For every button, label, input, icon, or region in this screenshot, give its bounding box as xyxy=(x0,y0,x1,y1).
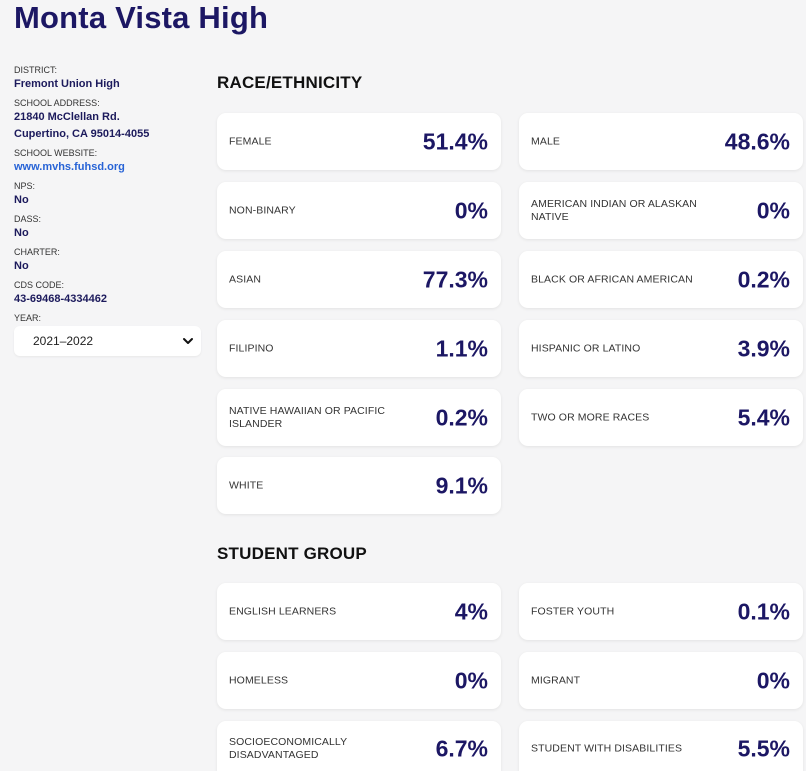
stat-label: NATIVE HAWAIIAN OR PACIFIC ISLANDER xyxy=(229,404,386,430)
race-ethnicity-heading: RACE/ETHNICITY xyxy=(217,73,363,92)
stat-label: HISPANIC OR LATINO xyxy=(531,342,641,354)
stat-value: 48.6% xyxy=(724,128,790,154)
stat-label: FILIPINO xyxy=(229,342,274,354)
year-select-value: 2021–2022 xyxy=(33,334,94,348)
stat-value: 4% xyxy=(454,598,488,624)
stat-card-female: FEMALE 51.4% xyxy=(217,113,501,170)
stat-label: HOMELESS xyxy=(229,674,289,686)
stat-label: AMERICAN INDIAN OR ALASKAN NATIVE xyxy=(531,197,697,223)
stat-card-non-binary: NON-BINARY 0% xyxy=(217,182,501,239)
stat-card-male: MALE 48.6% xyxy=(519,113,803,170)
stat-label: BLACK OR AFRICAN AMERICAN xyxy=(531,273,693,285)
stat-label: TWO OR MORE RACES xyxy=(531,411,650,423)
stat-label: FEMALE xyxy=(229,135,272,147)
stat-value: 0% xyxy=(756,667,790,693)
stat-card-native-hawaiian: NATIVE HAWAIIAN OR PACIFIC ISLANDER 0.2% xyxy=(217,389,501,446)
website-label: SCHOOL WEBSITE: xyxy=(14,148,98,158)
stat-value: 0.1% xyxy=(737,598,790,624)
stat-label: STUDENT WITH DISABILITIES xyxy=(531,742,683,755)
stat-value: 0% xyxy=(454,667,488,693)
year-select[interactable]: 2021–2022 xyxy=(14,326,201,356)
nps-label: NPS: xyxy=(14,181,36,191)
stat-value: 5.4% xyxy=(737,404,790,430)
stat-label: ENGLISH LEARNERS xyxy=(229,605,337,617)
stat-label: MALE xyxy=(531,135,560,147)
nps-value: No xyxy=(14,194,29,206)
stat-label: SOCIOECONOMICALLY DISADVANTAGED xyxy=(229,736,348,761)
stat-value: 0.2% xyxy=(737,266,790,292)
stat-card-hispanic: HISPANIC OR LATINO 3.9% xyxy=(519,320,803,377)
charter-value: No xyxy=(14,260,29,272)
stat-label: MIGRANT xyxy=(531,674,581,686)
chevron-down-icon xyxy=(183,338,193,344)
stat-card-foster-youth: FOSTER YOUTH 0.1% xyxy=(519,583,803,640)
cds-code-label: CDS CODE: xyxy=(14,280,65,290)
stat-value: 6.7% xyxy=(435,735,488,762)
stat-value: 5.5% xyxy=(737,735,790,762)
dass-value: No xyxy=(14,227,29,239)
stat-card-asian: ASIAN 77.3% xyxy=(217,251,501,308)
stat-card-english-learners: ENGLISH LEARNERS 4% xyxy=(217,583,501,640)
stat-card-socioeconomically-disadvantaged: SOCIOECONOMICALLY DISADVANTAGED 6.7% xyxy=(217,721,501,771)
stat-value: 0.2% xyxy=(435,404,488,430)
stat-value: 77.3% xyxy=(422,266,488,292)
stat-label: WHITE xyxy=(229,479,264,491)
address-label: SCHOOL ADDRESS: xyxy=(14,98,100,108)
stat-value: 3.9% xyxy=(737,335,790,361)
charter-label: CHARTER: xyxy=(14,247,60,257)
district-label: DISTRICT: xyxy=(14,65,58,75)
website-link[interactable]: www.mvhs.fuhsd.org xyxy=(14,161,125,173)
stat-card-black: BLACK OR AFRICAN AMERICAN 0.2% xyxy=(519,251,803,308)
stat-card-two-or-more: TWO OR MORE RACES 5.4% xyxy=(519,389,803,446)
stat-label: ASIAN xyxy=(229,273,262,285)
address-line2: Cupertino, CA 95014-4055 xyxy=(14,128,150,140)
stat-value: 0% xyxy=(454,197,488,223)
stat-card-filipino: FILIPINO 1.1% xyxy=(217,320,501,377)
student-group-heading: STUDENT GROUP xyxy=(217,544,367,563)
stat-card-student-with-disabilities: STUDENT WITH DISABILITIES 5.5% xyxy=(519,721,803,771)
school-info-sidebar: DISTRICT: Fremont Union High SCHOOL ADDR… xyxy=(14,60,204,356)
year-label: YEAR: xyxy=(14,313,42,323)
stat-value: 9.1% xyxy=(435,472,488,498)
stat-value: 1.1% xyxy=(435,335,488,361)
stat-card-migrant: MIGRANT 0% xyxy=(519,652,803,709)
stat-value: 51.4% xyxy=(422,128,488,154)
district-value: Fremont Union High xyxy=(14,78,120,90)
stat-card-homeless: HOMELESS 0% xyxy=(217,652,501,709)
dass-label: DASS: xyxy=(14,214,42,224)
address-value: 21840 McClellan Rd. Cupertino, CA 95014-… xyxy=(14,109,204,143)
stat-label: NON-BINARY xyxy=(229,204,296,216)
stat-card-white: WHITE 9.1% xyxy=(217,457,501,514)
page-title: Monta Vista High xyxy=(14,0,269,35)
stat-value: 0% xyxy=(756,197,790,223)
stat-label: FOSTER YOUTH xyxy=(531,605,615,617)
cds-code-value: 43-69468-4334462 xyxy=(14,293,107,305)
address-line1: 21840 McClellan Rd. xyxy=(14,111,120,123)
stat-card-american-indian: AMERICAN INDIAN OR ALASKAN NATIVE 0% xyxy=(519,182,803,239)
